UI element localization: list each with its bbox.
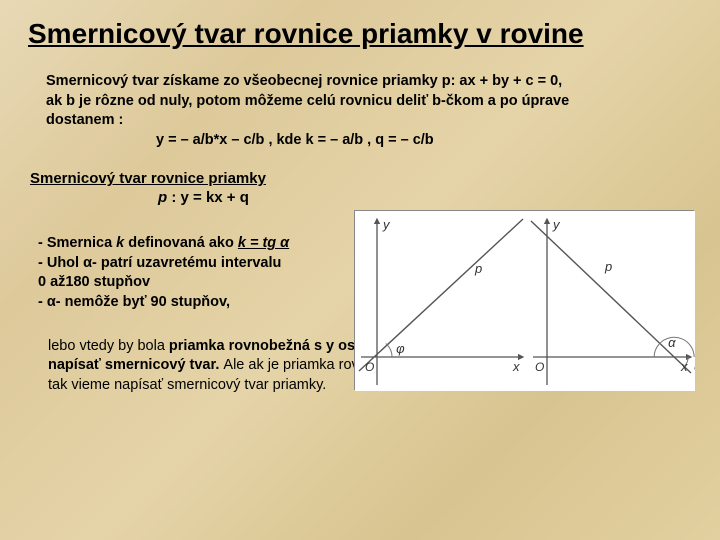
- section-equation: p : y = kx + q: [28, 189, 692, 206]
- line-angle-diagram: yxOpφyxOpαφ: [355, 211, 695, 391]
- intro-line2: ak b je rôzne od nuly, potom môžeme celú…: [46, 93, 569, 109]
- intro-formula: y = – a/b*x – c/b , kde k = – a/b , q = …: [46, 131, 682, 151]
- intro-paragraph: Smernicový tvar získame zo všeobecnej ro…: [28, 72, 692, 150]
- b1-pre: - Smernica: [38, 235, 116, 251]
- svg-text:O: O: [365, 360, 374, 374]
- svg-text:φ: φ: [396, 341, 405, 356]
- f1a: lebo vtedy by bola: [48, 338, 169, 354]
- b1-eq: k = tg α: [238, 235, 289, 251]
- f2a: napísať smernicový tvar.: [48, 357, 223, 373]
- section-heading: Smernicový tvar rovnice priamky: [28, 170, 692, 187]
- svg-text:x: x: [680, 359, 688, 374]
- intro-line3: dostanem :: [46, 112, 123, 128]
- page-title: Smernicový tvar rovnice priamky v rovine: [28, 18, 692, 50]
- intro-line1: Smernicový tvar získame zo všeobecnej ro…: [46, 73, 562, 89]
- svg-text:p: p: [604, 259, 612, 274]
- svg-text:α: α: [668, 335, 676, 350]
- diagram-container: yxOpφyxOpαφ: [354, 210, 694, 390]
- svg-text:O: O: [535, 360, 544, 374]
- svg-text:x: x: [512, 359, 520, 374]
- b1-mid: definovaná ako: [124, 235, 238, 251]
- f3: tak vieme napísať smernicový tvar priamk…: [48, 377, 326, 393]
- eq-body: : y = kx + q: [167, 189, 249, 206]
- svg-text:φ: φ: [694, 359, 695, 374]
- eq-p: p: [158, 189, 167, 206]
- svg-text:p: p: [474, 261, 482, 276]
